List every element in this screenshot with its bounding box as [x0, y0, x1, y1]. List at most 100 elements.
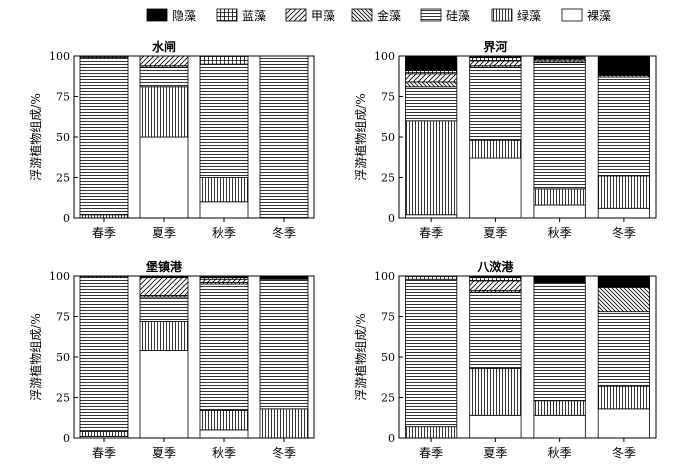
y-tick-label: 0 [63, 212, 70, 225]
x-tick-label: 夏季 [483, 446, 507, 460]
y-tick-label: 0 [63, 432, 70, 445]
bar-naked-3 [533, 204, 586, 219]
y-tick-label: 75 [56, 311, 70, 324]
legend-swatch-naked [561, 8, 583, 22]
bar-dino-1 [405, 73, 458, 83]
bar-dino-3 [199, 278, 249, 283]
x-tick-label: 冬季 [272, 225, 296, 240]
bar-naked-4 [597, 408, 650, 439]
x-tick-label: 春季 [419, 226, 443, 240]
legend-swatch-gold [351, 8, 373, 22]
bar-diatom-2 [139, 296, 189, 322]
legend-label-blue: 蓝藻 [242, 9, 266, 23]
x-tick-label: 春季 [419, 446, 443, 460]
legend-label-green: 绿藻 [517, 8, 541, 23]
bar-green-1 [405, 426, 458, 439]
bar-gold-1 [405, 81, 458, 88]
panel-title: 堡镇港 [146, 259, 183, 274]
x-tick-label: 冬季 [612, 225, 636, 240]
x-tick-label: 冬季 [612, 445, 636, 460]
legend-label-diatom: 硅藻 [446, 9, 470, 23]
x-tick-label: 夏季 [152, 226, 176, 240]
bar-blue-1 [405, 70, 458, 75]
legend-label-dino: 甲藻 [311, 9, 335, 23]
legend-swatch-blue [216, 8, 238, 22]
bar-diatom-4 [259, 55, 309, 219]
bar-green-2 [139, 86, 189, 138]
bar-green-1 [79, 431, 129, 437]
y-tick-label: 25 [381, 392, 395, 405]
y-tick-label: 75 [381, 311, 395, 324]
x-tick-label: 夏季 [483, 226, 507, 240]
y-axis-label: 浮游植物组成/% [353, 313, 368, 400]
bar-hidden-4 [597, 55, 650, 76]
legend-swatch-green [491, 8, 513, 22]
bar-diatom-4 [259, 278, 309, 410]
bar-dino-2 [469, 280, 522, 291]
bar-blue-2 [469, 57, 522, 62]
legend: 隐藻 蓝藻 甲藻 金藻 硅藻 绿藻 裸藻 [146, 8, 611, 23]
bar-diatom-4 [597, 76, 650, 177]
y-tick-label: 50 [381, 131, 395, 144]
bar-naked-4 [597, 207, 650, 219]
bar-green-4 [597, 175, 650, 209]
y-tick-label: 50 [56, 131, 70, 144]
x-tick-label: 秋季 [548, 446, 572, 460]
x-tick-label: 春季 [92, 446, 116, 460]
y-axis-label: 浮游植物组成/% [28, 313, 43, 400]
panel-title: 界河 [483, 39, 507, 54]
legend-swatch-diatom [420, 8, 442, 22]
bar-diatom-2 [469, 66, 522, 141]
y-axis-label: 浮游植物组成/% [28, 93, 43, 180]
y-tick-label: 100 [374, 270, 395, 283]
bar-green-3 [533, 188, 586, 206]
bar-diatom-3 [533, 62, 586, 190]
bar-diatom-1 [405, 278, 458, 428]
legend-swatch-dino [285, 8, 307, 22]
x-tick-label: 春季 [92, 226, 116, 240]
y-tick-label: 75 [56, 91, 70, 104]
y-tick-label: 100 [374, 50, 395, 63]
panel-title: 八滧港 [476, 259, 514, 274]
bar-diatom-2 [469, 291, 522, 369]
bar-diatom-4 [597, 311, 650, 387]
bar-naked-2 [139, 136, 189, 219]
legend-label-hidden: 隐藻 [172, 9, 196, 23]
y-tick-label: 0 [388, 212, 395, 225]
bar-diatom-2 [139, 66, 189, 88]
x-tick-label: 秋季 [548, 226, 572, 240]
y-tick-label: 50 [56, 351, 70, 364]
bar-naked-3 [199, 429, 249, 439]
bar-blue-2 [469, 277, 522, 282]
bar-diatom-3 [199, 283, 249, 411]
legend-swatch-hidden [146, 8, 168, 22]
y-tick-label: 0 [388, 432, 395, 445]
bar-hidden-4 [597, 275, 650, 288]
legend-label-gold: 金藻 [377, 8, 401, 23]
bar-naked-3 [533, 414, 586, 439]
bar-dino-2 [139, 55, 189, 67]
bar-green-4 [597, 385, 650, 410]
x-tick-label: 冬季 [272, 445, 296, 460]
bar-green-2 [139, 320, 189, 351]
bar-naked-2 [139, 350, 189, 439]
bar-gold-4 [597, 286, 650, 313]
bar-naked-2 [469, 157, 522, 219]
bar-green-4 [259, 408, 309, 439]
y-tick-label: 100 [49, 270, 70, 283]
bar-diatom-3 [199, 63, 249, 178]
y-tick-label: 25 [56, 172, 70, 185]
bar-green-3 [199, 177, 249, 203]
bar-green-2 [469, 139, 522, 159]
y-tick-label: 50 [381, 351, 395, 364]
bar-dino-2 [469, 60, 522, 67]
bar-green-3 [533, 400, 586, 416]
x-tick-label: 夏季 [152, 446, 176, 460]
bar-green-3 [199, 410, 249, 431]
bar-naked-3 [199, 201, 249, 219]
legend-label-naked: 裸藻 [587, 8, 611, 23]
